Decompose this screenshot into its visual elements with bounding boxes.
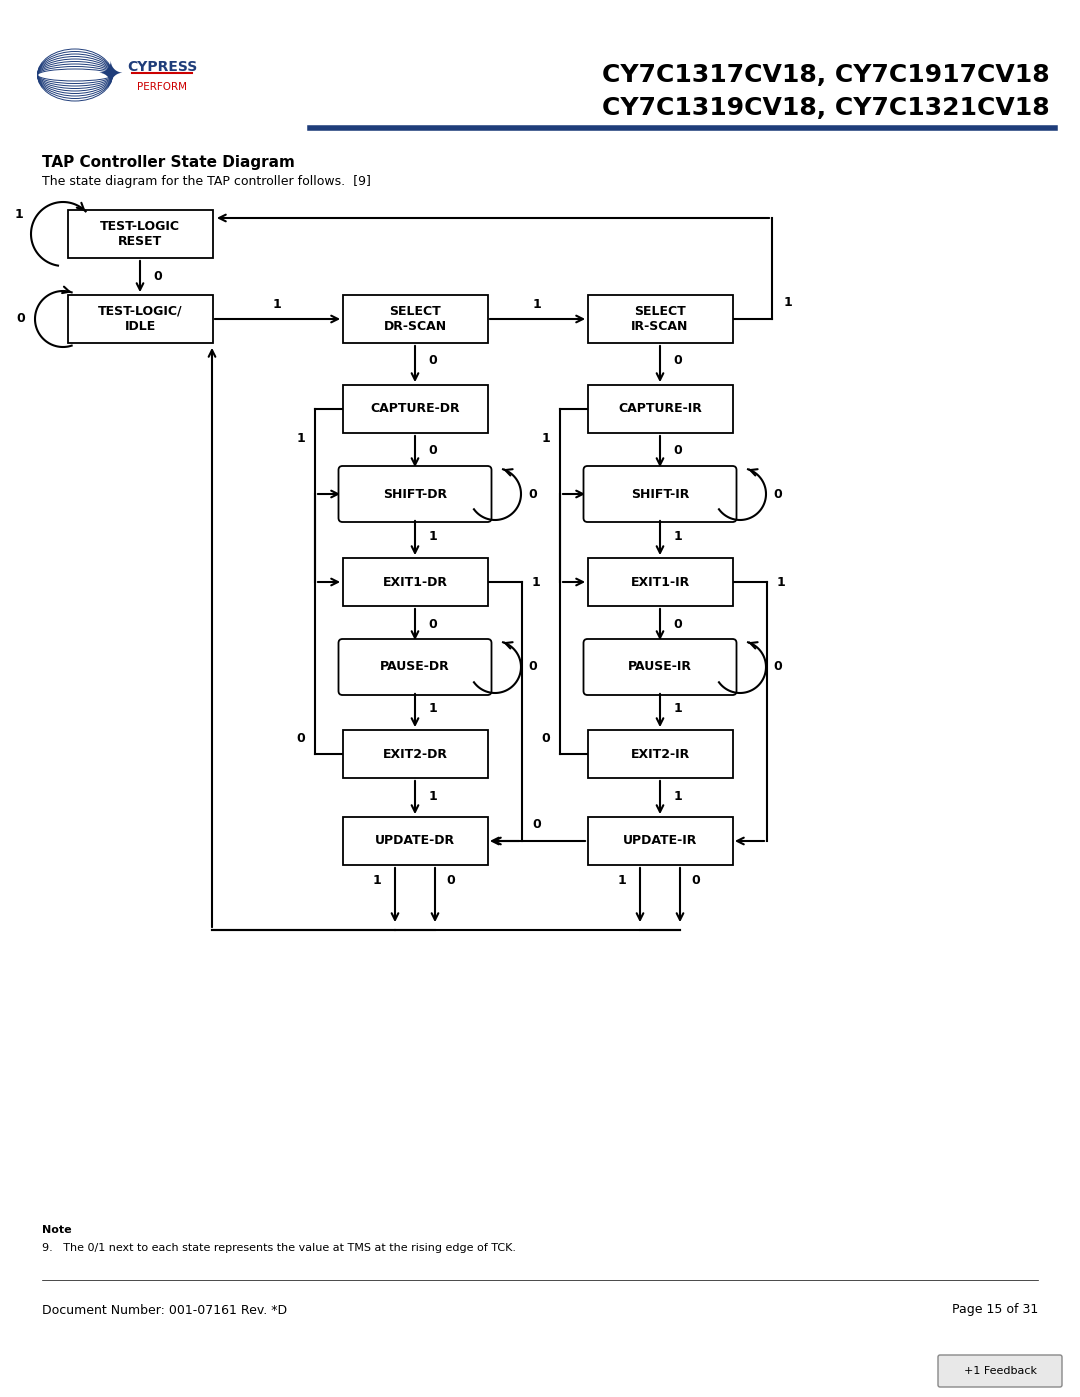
Bar: [588, 817, 732, 865]
Text: 1: 1: [272, 299, 282, 312]
FancyBboxPatch shape: [583, 638, 737, 694]
Text: TAP Controller State Diagram: TAP Controller State Diagram: [42, 155, 295, 169]
Text: 1: 1: [674, 789, 683, 802]
FancyBboxPatch shape: [338, 467, 491, 522]
Text: 0: 0: [153, 270, 162, 282]
Text: 1: 1: [674, 703, 683, 715]
Text: SELECT
DR-SCAN: SELECT DR-SCAN: [383, 305, 446, 332]
Text: 1: 1: [777, 576, 785, 588]
Text: 1: 1: [373, 875, 381, 887]
Text: 1: 1: [674, 529, 683, 542]
Text: CY7C1319CV18, CY7C1321CV18: CY7C1319CV18, CY7C1321CV18: [603, 96, 1050, 120]
Text: 1: 1: [542, 433, 551, 446]
Text: 1: 1: [532, 299, 541, 312]
FancyBboxPatch shape: [583, 467, 737, 522]
Text: 0: 0: [532, 819, 541, 831]
Text: CAPTURE-DR: CAPTURE-DR: [370, 402, 460, 415]
Text: 1: 1: [429, 529, 437, 542]
Text: CY7C1317CV18, CY7C1917CV18: CY7C1317CV18, CY7C1917CV18: [603, 63, 1050, 87]
Text: 0: 0: [16, 313, 25, 326]
Text: PAUSE-IR: PAUSE-IR: [627, 661, 692, 673]
Text: 1: 1: [618, 875, 626, 887]
Text: 0: 0: [674, 444, 683, 457]
Text: 0: 0: [773, 661, 782, 673]
Text: 0: 0: [528, 661, 538, 673]
Text: UPDATE-IR: UPDATE-IR: [623, 834, 698, 848]
Text: UPDATE-DR: UPDATE-DR: [375, 834, 455, 848]
Text: 0: 0: [542, 732, 551, 746]
Text: 0: 0: [429, 617, 437, 630]
Text: EXIT2-DR: EXIT2-DR: [382, 747, 447, 760]
Bar: [588, 295, 732, 344]
Bar: [342, 295, 487, 344]
Text: +1 Feedback: +1 Feedback: [963, 1366, 1037, 1376]
Bar: [588, 386, 732, 433]
Text: ✦: ✦: [97, 60, 123, 89]
Bar: [67, 295, 213, 344]
Text: CAPTURE-IR: CAPTURE-IR: [618, 402, 702, 415]
Text: 0: 0: [429, 355, 437, 367]
Text: SELECT
IR-SCAN: SELECT IR-SCAN: [632, 305, 689, 332]
Text: CYPRESS: CYPRESS: [126, 60, 198, 74]
Bar: [342, 817, 487, 865]
Text: 1: 1: [297, 433, 306, 446]
Text: Page 15 of 31: Page 15 of 31: [951, 1303, 1038, 1316]
Text: TEST-LOGIC/
IDLE: TEST-LOGIC/ IDLE: [97, 305, 183, 332]
Text: 0: 0: [297, 732, 306, 746]
Bar: [342, 731, 487, 778]
Text: SHIFT-IR: SHIFT-IR: [631, 488, 689, 500]
FancyBboxPatch shape: [338, 638, 491, 694]
Text: 0: 0: [674, 617, 683, 630]
Text: 9.   The 0/1 next to each state represents the value at TMS at the rising edge o: 9. The 0/1 next to each state represents…: [42, 1243, 516, 1253]
Text: 0: 0: [447, 875, 456, 887]
Text: EXIT2-IR: EXIT2-IR: [631, 747, 690, 760]
Text: Note: Note: [42, 1225, 71, 1235]
Text: 1: 1: [429, 789, 437, 802]
FancyBboxPatch shape: [939, 1355, 1062, 1387]
Text: 0: 0: [528, 488, 538, 500]
Text: 0: 0: [429, 444, 437, 457]
Text: 1: 1: [15, 208, 24, 221]
Bar: [342, 557, 487, 606]
Text: EXIT1-IR: EXIT1-IR: [631, 576, 690, 588]
Text: 0: 0: [773, 488, 782, 500]
Text: SHIFT-DR: SHIFT-DR: [383, 488, 447, 500]
Text: Document Number: 001-07161 Rev. *D: Document Number: 001-07161 Rev. *D: [42, 1303, 287, 1316]
Text: 1: 1: [784, 296, 793, 310]
Text: The state diagram for the TAP controller follows.  [9]: The state diagram for the TAP controller…: [42, 176, 370, 189]
Text: TEST-LOGIC
RESET: TEST-LOGIC RESET: [100, 219, 180, 249]
Text: 1: 1: [429, 703, 437, 715]
Bar: [67, 210, 213, 258]
Text: 0: 0: [691, 875, 700, 887]
Bar: [342, 386, 487, 433]
Text: 0: 0: [674, 355, 683, 367]
Text: PAUSE-DR: PAUSE-DR: [380, 661, 450, 673]
Text: EXIT1-DR: EXIT1-DR: [382, 576, 447, 588]
Bar: [588, 557, 732, 606]
Text: PERFORM: PERFORM: [137, 82, 187, 92]
Bar: [588, 731, 732, 778]
Text: 1: 1: [531, 576, 540, 588]
